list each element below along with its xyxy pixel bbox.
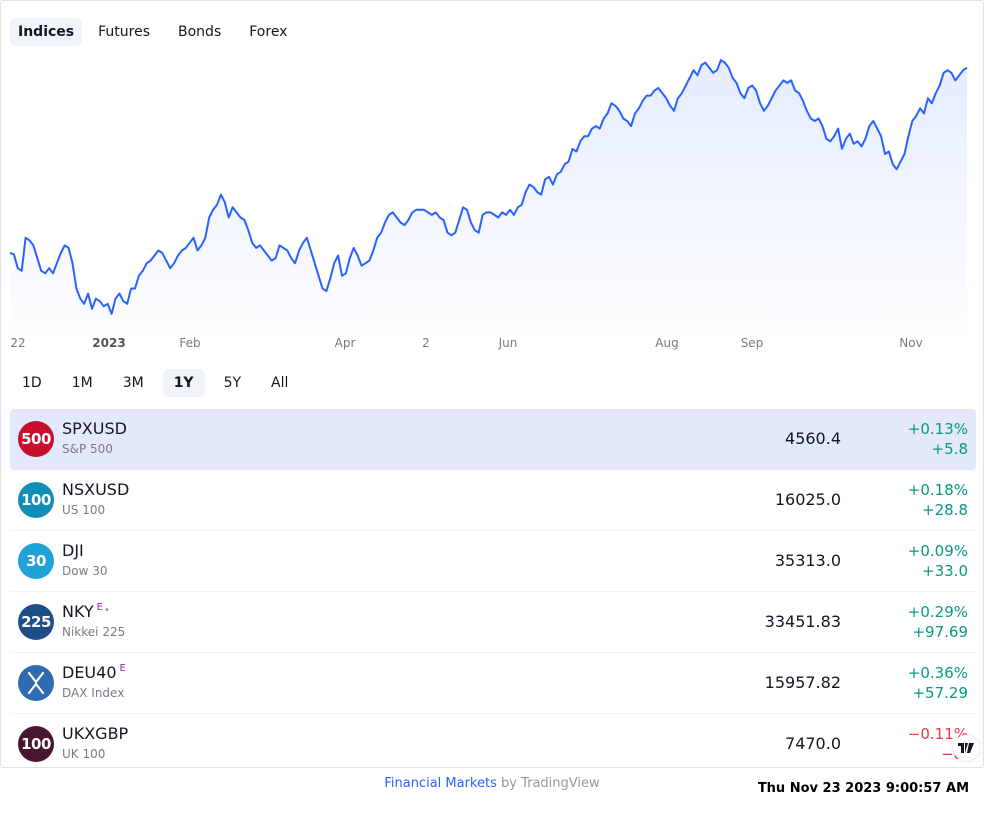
symbol-row-spxusd[interactable]: 500 SPXUSD S&P 500 4560.4 +0.13% +5.8	[10, 409, 976, 470]
tab-indices[interactable]: Indices	[10, 18, 83, 46]
change-percent: −0.11%	[907, 725, 968, 743]
range-5y[interactable]: 5Y	[223, 375, 242, 391]
attribution-text: by TradingView	[496, 776, 600, 791]
change-absolute: +28.8	[922, 501, 968, 519]
symbol-logo: 30	[18, 543, 54, 579]
symbol-change: +0.36% +57.29	[908, 663, 968, 703]
current-datetime: Thu Nov 23 2023 9:00:57 AM	[757, 781, 969, 796]
symbol-ticker: NKY	[62, 602, 94, 621]
symbol-change: +0.09% +33.0	[908, 541, 968, 581]
symbol-row-nky[interactable]: 225 NKY E• Nikkei 225 33451.83 +0.29% +97…	[10, 592, 976, 653]
symbol-name: UKXGBP	[62, 724, 128, 743]
symbol-row-ukxgbp[interactable]: 100 UKXGBP UK 100 7470.0 −0.11% −8.	[10, 714, 976, 767]
symbol-price: 15957.82	[764, 673, 841, 692]
market-status-dot: •	[104, 605, 110, 616]
range-1m[interactable]: 1M	[71, 375, 93, 391]
time-range-selector: 1D 1M 3M 1Y 5Y All	[11, 369, 299, 397]
symbol-list: 500 SPXUSD S&P 500 4560.4 +0.13% +5.8 10…	[10, 409, 976, 767]
symbol-description: Dow 30	[62, 564, 108, 578]
range-1y[interactable]: 1Y	[162, 369, 205, 397]
symbol-ticker: SPXUSD	[62, 419, 127, 438]
change-absolute: +5.8	[931, 440, 968, 458]
x-tick-label: Aug	[655, 336, 679, 350]
widget-footer: Financial Markets by TradingView	[0, 776, 984, 791]
symbol-change: +0.29% +97.69	[908, 602, 968, 642]
symbol-description: Nikkei 225	[62, 625, 126, 639]
symbol-ticker: UKXGBP	[62, 724, 129, 743]
symbol-description: S&P 500	[62, 442, 113, 456]
symbol-logo: 500	[18, 421, 54, 457]
tradingview-logo-icon[interactable]	[953, 735, 979, 761]
change-absolute: +57.29	[912, 684, 968, 702]
symbol-change: +0.18% +28.8	[908, 480, 968, 520]
market-overview-widget: Indices Futures Bonds Forex 22 2023 Feb …	[0, 0, 984, 768]
symbol-price: 35313.0	[774, 551, 841, 570]
tab-bonds[interactable]: Bonds	[178, 24, 222, 40]
change-absolute: +33.0	[922, 562, 968, 580]
tab-forex[interactable]: Forex	[249, 24, 288, 40]
price-area-chart[interactable]	[1, 49, 983, 331]
symbol-description: US 100	[62, 503, 106, 517]
symbol-ticker: DJI	[62, 541, 84, 560]
change-percent: +0.29%	[907, 603, 968, 621]
x-tick-label: Apr	[334, 336, 356, 350]
symbol-row-nsxusd[interactable]: 100 NSXUSD US 100 16025.0 +0.18% +28.8	[10, 470, 976, 531]
symbol-logo: 100	[18, 482, 54, 518]
change-absolute: +97.69	[912, 623, 968, 641]
symbol-change: +0.13% +5.8	[908, 419, 968, 459]
symbol-price: 7470.0	[785, 734, 841, 753]
symbol-name: NSXUSD	[62, 480, 129, 499]
change-percent: +0.18%	[907, 481, 968, 499]
chart-area-fill	[10, 60, 967, 331]
change-percent: +0.09%	[907, 542, 968, 560]
x-tick-label: Sep	[740, 336, 764, 350]
range-3m[interactable]: 3M	[122, 375, 144, 391]
x-tick-label: 2023	[92, 336, 126, 350]
symbol-description: UK 100	[62, 747, 106, 761]
x-tick-label: Feb	[179, 336, 201, 350]
symbol-ticker: DEU40	[62, 663, 117, 682]
chart-price-line	[9, 59, 968, 315]
change-percent: +0.36%	[907, 664, 968, 682]
x-axis: 22 2023 Feb Apr 2 Jun Aug Sep Nov	[1, 336, 983, 356]
range-all[interactable]: All	[271, 375, 289, 391]
symbol-name: SPXUSD	[62, 419, 127, 438]
symbol-ticker: NSXUSD	[62, 480, 130, 499]
symbol-price: 33451.83	[764, 612, 841, 631]
x-tick-label: Jun	[498, 336, 518, 350]
symbol-logo: 225	[18, 604, 54, 640]
x-tick-label: 2	[422, 336, 430, 350]
range-1d[interactable]: 1D	[22, 375, 42, 391]
market-tabs: Indices Futures Bonds Forex	[10, 18, 299, 46]
symbol-row-dji[interactable]: 30 DJI Dow 30 35313.0 +0.09% +33.0	[10, 531, 976, 592]
symbol-name: DJI	[62, 541, 84, 560]
symbol-name: DEU40 E	[62, 663, 126, 682]
tab-futures[interactable]: Futures	[98, 24, 151, 40]
symbol-logo: 100	[18, 726, 54, 762]
symbol-row-deu40[interactable]: DEU40 E DAX Index 15957.82 +0.36% +57.29	[10, 653, 976, 714]
symbol-description: DAX Index	[62, 686, 125, 700]
x-tick-label: 22	[10, 336, 26, 350]
change-percent: +0.13%	[907, 420, 968, 438]
x-mark-icon	[18, 665, 54, 701]
symbol-name: NKY E•	[62, 602, 110, 621]
symbol-price: 4560.4	[785, 429, 841, 448]
financial-markets-link[interactable]: Financial Markets	[384, 776, 497, 791]
symbol-price: 16025.0	[774, 490, 841, 509]
extended-hours-marker: E	[96, 602, 103, 613]
x-tick-label: Nov	[899, 336, 923, 350]
extended-hours-marker: E	[119, 663, 126, 674]
